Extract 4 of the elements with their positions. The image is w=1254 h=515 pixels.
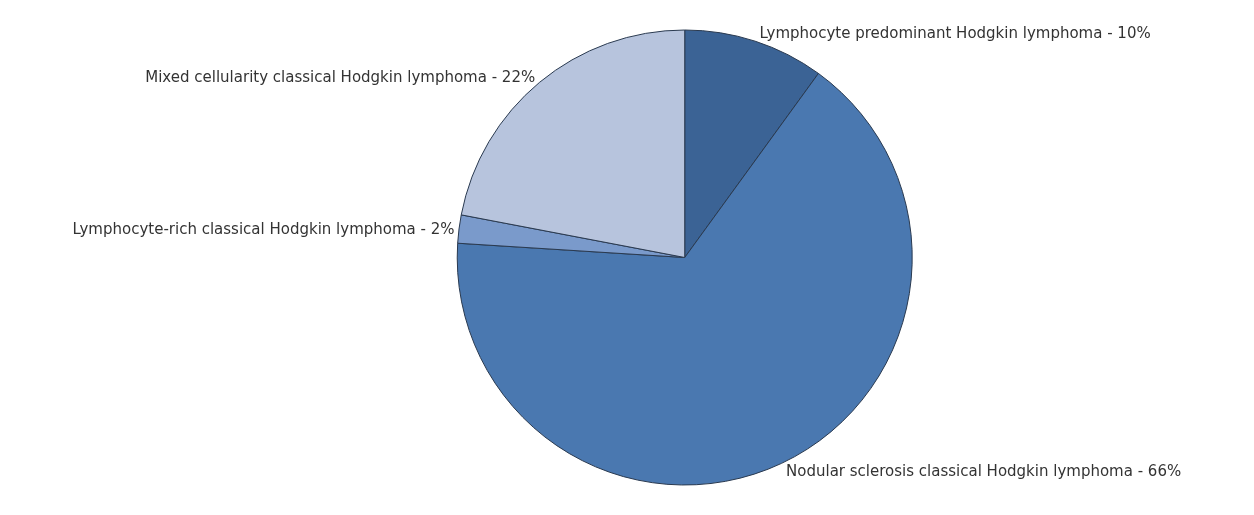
slice-label: Mixed cellularity classical Hodgkin lymphoma - 22% bbox=[145, 67, 536, 86]
slice-label: Lymphocyte predominant Hodgkin lymphoma - 10% bbox=[759, 23, 1151, 42]
slice-label: Nodular sclerosis classical Hodgkin lymphoma - 66% bbox=[786, 461, 1182, 480]
slice-label: Lymphocyte-rich classical Hodgkin lymphoma - 2% bbox=[72, 219, 455, 238]
